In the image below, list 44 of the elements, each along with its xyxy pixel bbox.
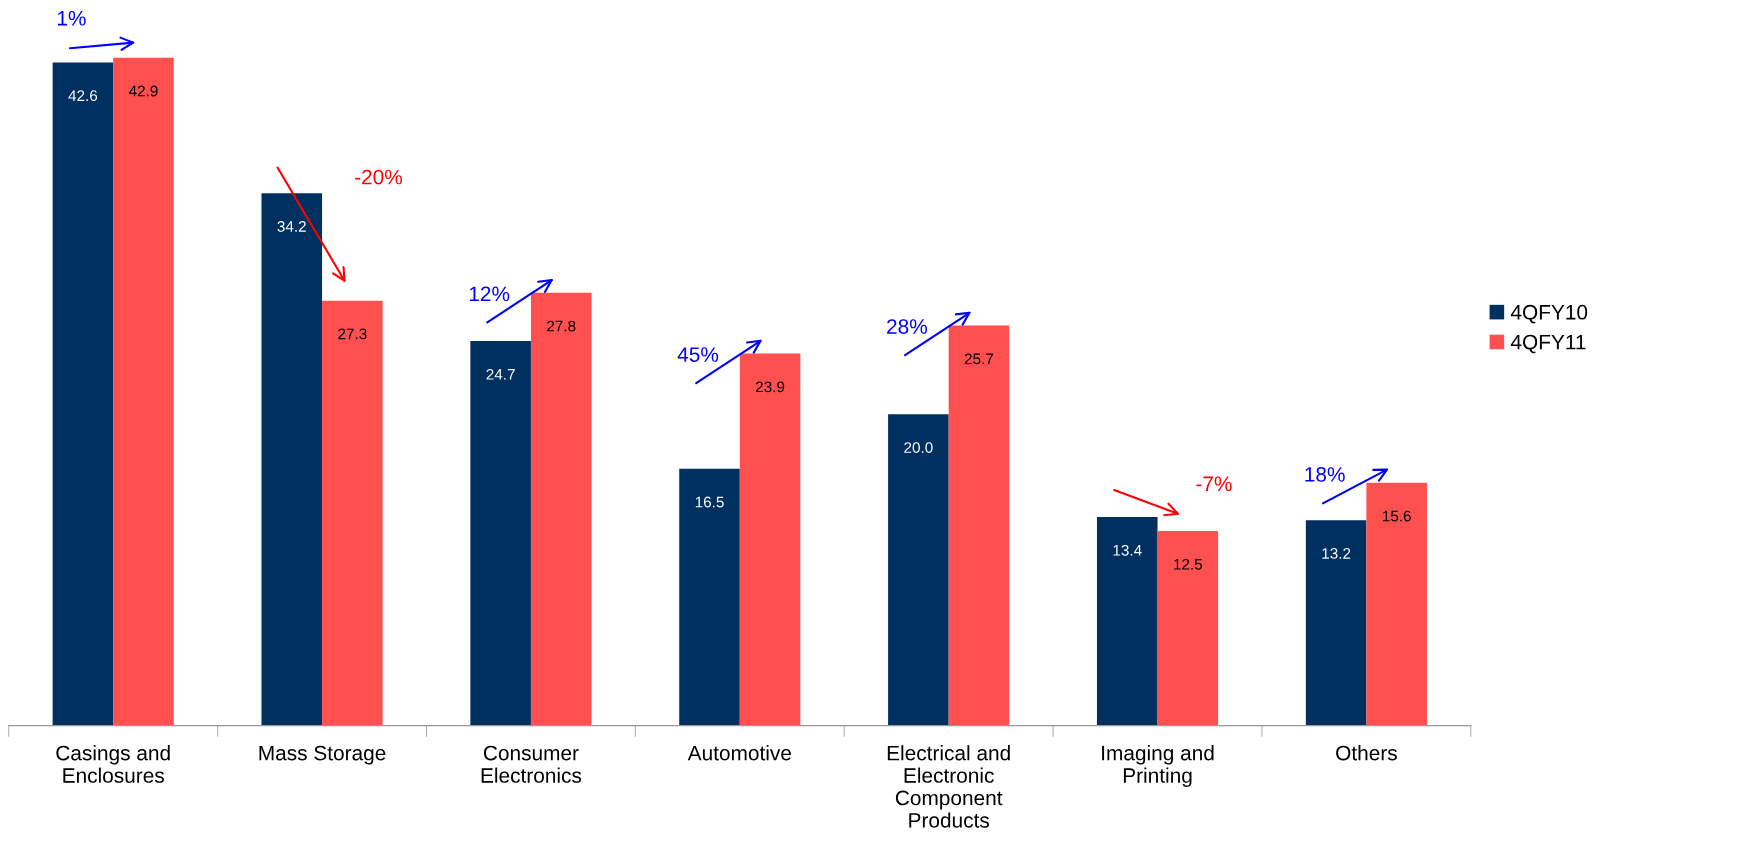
x-tick-label: Casings and Enclosures xyxy=(56,745,170,783)
data-label: 42.9 xyxy=(128,85,158,97)
data-label: 13.4 xyxy=(1113,544,1142,556)
data-label: 27.8 xyxy=(547,320,576,332)
x-tick-label: Automotive xyxy=(687,745,791,761)
data-label: 23.9 xyxy=(755,381,785,393)
data-label: 24.7 xyxy=(486,368,515,380)
bar xyxy=(261,193,323,726)
legend-label: 4QFY10 xyxy=(1510,304,1588,324)
bar xyxy=(679,468,740,726)
data-label: 16.5 xyxy=(695,496,724,508)
data-label: 25.7 xyxy=(964,353,994,365)
x-tick-label: Imaging and Printing xyxy=(1102,745,1214,787)
bar xyxy=(470,341,531,726)
annotation: -20% xyxy=(355,169,403,185)
annotation: 18% xyxy=(1305,467,1345,482)
data-label: 15.6 xyxy=(1382,510,1411,522)
bar xyxy=(322,300,383,726)
data-label: 42.6 xyxy=(68,90,98,102)
data-label: 12.5 xyxy=(1174,558,1203,570)
x-tick-label: Others xyxy=(1336,745,1397,761)
bar xyxy=(1157,531,1219,726)
annotation: 45% xyxy=(677,347,719,362)
x-tick-label: Mass Storage xyxy=(259,745,386,765)
bar xyxy=(1305,520,1367,726)
data-label: 20.0 xyxy=(904,442,933,453)
bar xyxy=(52,62,114,726)
bar xyxy=(1096,517,1158,726)
bar xyxy=(530,292,592,726)
legend-label: 4QFY11 xyxy=(1510,334,1586,354)
annotation: 28% xyxy=(887,319,927,334)
bar xyxy=(1366,482,1427,726)
bar xyxy=(888,414,949,726)
annotation: -7% xyxy=(1196,476,1232,492)
bar xyxy=(948,325,1010,726)
data-label: 13.2 xyxy=(1322,548,1351,559)
bar xyxy=(739,353,801,726)
data-label: 34.2 xyxy=(277,221,306,232)
text: 1% xyxy=(57,10,86,26)
data-label: 27.3 xyxy=(338,328,367,340)
annotation: 12% xyxy=(469,286,510,302)
x-tick-label: Consumer Electronics xyxy=(481,745,582,783)
bar xyxy=(113,57,174,726)
x-tick-label: Electrical and Electronic Component Products xyxy=(887,745,1010,828)
